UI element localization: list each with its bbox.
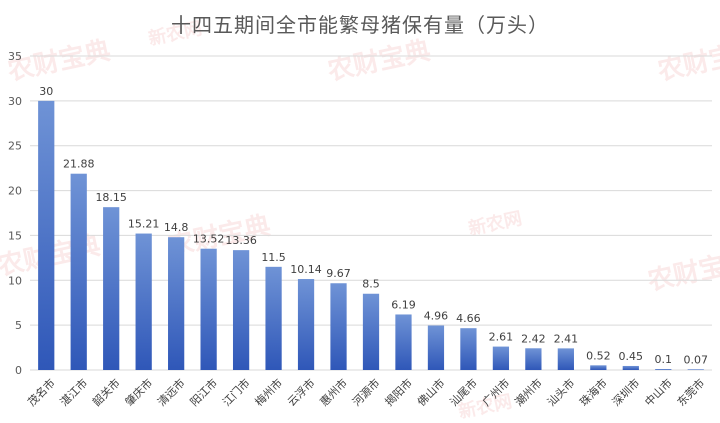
- x-tick-label: 云浮市: [284, 376, 317, 409]
- y-tick-label: 15: [8, 229, 22, 242]
- y-tick-label: 5: [15, 319, 22, 332]
- data-label: 8.5: [362, 278, 380, 291]
- data-label: 9.67: [326, 267, 351, 280]
- bar: [590, 365, 607, 370]
- bar: [70, 173, 87, 370]
- x-tick-label: 阳江市: [187, 376, 220, 409]
- x-tick-label: 汕头市: [544, 376, 577, 409]
- data-label: 0.07: [684, 353, 709, 366]
- y-tick-label: 10: [8, 274, 22, 287]
- data-label: 2.41: [554, 332, 579, 345]
- data-label: 0.1: [655, 353, 673, 366]
- bar: [557, 348, 574, 370]
- data-label: 14.8: [164, 221, 189, 234]
- data-label: 15.21: [128, 218, 160, 231]
- bar: [427, 325, 445, 370]
- bar: [362, 293, 380, 370]
- data-labels: 30 21.88 18.15 15.21 14.8 13.52 13.36 11.5 10.14…: [39, 85, 708, 367]
- bar: [395, 314, 412, 370]
- x-tick-label: 河源市: [349, 376, 382, 409]
- data-label: 0.45: [619, 350, 644, 363]
- bar: [168, 237, 185, 370]
- x-tick-label: 深圳市: [609, 376, 642, 409]
- x-tick-label: 韶关市: [90, 376, 123, 409]
- watermark-text: 农财宝典: [644, 245, 720, 297]
- y-axis: 0 5 10 15 20 25 30 35: [8, 50, 22, 377]
- bar: [200, 248, 217, 370]
- x-tick-label: 东莞市: [674, 376, 707, 409]
- bar: [265, 266, 282, 370]
- data-label: 4.96: [424, 310, 449, 323]
- x-tick-label: 湛江市: [57, 376, 90, 409]
- data-label: 2.42: [521, 332, 546, 345]
- bar: [232, 250, 250, 370]
- data-label: 0.52: [586, 349, 611, 362]
- x-tick-label: 茂名市: [25, 376, 58, 409]
- data-label: 13.36: [225, 234, 257, 247]
- data-label: 21.88: [63, 158, 95, 171]
- x-tick-label: 清远市: [154, 376, 187, 409]
- x-tick-label: 肇庆市: [122, 376, 155, 409]
- x-tick-label: 江门市: [219, 376, 252, 409]
- bar: [135, 233, 152, 370]
- bar-series: [38, 100, 704, 370]
- y-tick-label: 35: [8, 50, 22, 63]
- data-label: 30: [39, 85, 53, 98]
- data-label: 2.61: [489, 331, 514, 344]
- data-label: 6.19: [391, 298, 416, 311]
- data-label: 18.15: [95, 191, 127, 204]
- x-tick-label: 佛山市: [414, 376, 447, 409]
- y-tick-label: 0: [15, 364, 22, 377]
- x-axis: 茂名市 湛江市 韶关市 肇庆市 清远市 阳江市 江门市 梅州市 云浮市 惠州市 河源市 揭阳市 佛山市 汕…: [25, 376, 708, 409]
- bar: [330, 283, 347, 370]
- watermark-text: 农财宝典: [654, 35, 720, 87]
- bar: [622, 365, 639, 370]
- bar: [297, 279, 315, 370]
- x-tick-label: 梅州市: [252, 376, 285, 409]
- bar: [460, 328, 477, 370]
- x-tick-label: 揭阳市: [382, 376, 415, 409]
- x-tick-label: 潮州市: [512, 376, 545, 409]
- data-label: 10.14: [290, 263, 322, 276]
- x-tick-label: 中山市: [642, 376, 675, 409]
- bar: [103, 207, 120, 370]
- data-label: 11.5: [261, 251, 286, 264]
- bar: [525, 348, 542, 370]
- y-tick-label: 25: [8, 140, 22, 153]
- y-tick-label: 20: [8, 185, 22, 198]
- data-label: 13.52: [193, 233, 225, 246]
- chart-title: 十四五期间全市能繁母猪保有量（万头）: [171, 13, 549, 37]
- data-label: 4.66: [456, 312, 481, 325]
- bar: [655, 369, 672, 370]
- x-tick-label: 珠海市: [577, 376, 610, 409]
- bar: [38, 100, 55, 370]
- y-tick-label: 30: [8, 95, 22, 108]
- x-tick-label: 惠州市: [317, 376, 350, 409]
- bar: [687, 369, 704, 370]
- watermark-text: 农财宝典: [324, 35, 433, 87]
- bar: [492, 346, 510, 370]
